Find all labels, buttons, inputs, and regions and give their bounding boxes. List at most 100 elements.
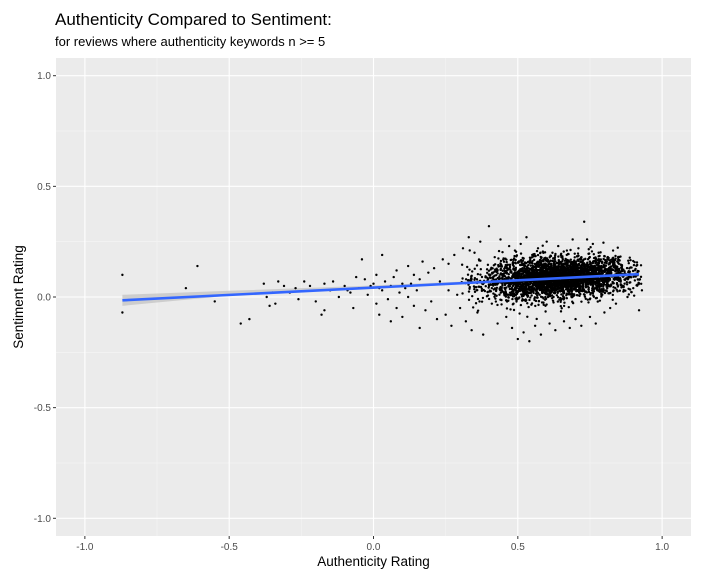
data-point <box>528 270 531 273</box>
data-point <box>268 304 271 308</box>
data-point <box>519 252 523 255</box>
data-point <box>606 276 609 280</box>
data-point <box>626 295 629 299</box>
data-point <box>615 266 619 269</box>
data-point <box>577 247 580 250</box>
data-point <box>551 251 554 254</box>
data-point <box>619 283 622 286</box>
data-point <box>552 295 555 299</box>
data-point <box>512 267 515 270</box>
data-point <box>573 288 576 291</box>
data-point <box>555 262 559 265</box>
data-point <box>612 282 615 285</box>
data-point <box>591 287 595 291</box>
data-point <box>568 264 571 268</box>
data-point <box>493 295 496 299</box>
data-point <box>509 277 512 280</box>
data-point <box>469 279 472 282</box>
data-point <box>473 251 476 254</box>
data-point <box>507 293 510 296</box>
data-point <box>375 302 378 305</box>
data-point <box>522 331 525 334</box>
data-point <box>616 246 619 249</box>
data-point <box>525 274 528 277</box>
data-point <box>565 249 569 252</box>
data-point <box>595 296 599 300</box>
data-point <box>576 270 580 274</box>
data-point <box>562 296 566 299</box>
data-point <box>590 281 593 284</box>
data-point <box>514 274 517 277</box>
data-point <box>545 259 548 262</box>
data-point <box>557 287 560 290</box>
data-point <box>534 304 537 308</box>
data-point <box>556 284 560 287</box>
data-point <box>586 282 590 286</box>
data-point <box>582 265 585 268</box>
data-point <box>613 261 616 264</box>
data-point <box>577 263 581 267</box>
data-point <box>592 294 595 297</box>
data-point <box>539 281 543 285</box>
data-point <box>490 302 494 305</box>
data-point <box>569 286 572 289</box>
data-point <box>568 289 572 292</box>
data-point <box>627 262 630 265</box>
data-point <box>630 290 633 294</box>
data-point <box>508 287 512 291</box>
data-point <box>618 289 621 292</box>
data-point <box>591 292 595 295</box>
data-point <box>473 290 477 294</box>
data-point <box>485 268 489 271</box>
data-point <box>487 269 491 273</box>
data-point <box>489 283 493 287</box>
data-point <box>552 260 556 263</box>
data-point <box>500 298 503 302</box>
data-point <box>515 290 518 293</box>
data-point <box>615 281 619 285</box>
data-point <box>517 297 520 300</box>
data-point <box>375 273 378 277</box>
data-point <box>564 267 568 270</box>
data-point <box>611 257 614 260</box>
data-point <box>536 274 540 278</box>
data-point <box>507 244 511 248</box>
data-point <box>602 277 606 280</box>
data-point <box>557 255 560 258</box>
data-point <box>475 278 479 281</box>
data-point <box>562 269 566 272</box>
data-point <box>618 259 621 262</box>
data-point <box>545 286 548 290</box>
data-point <box>542 251 545 255</box>
data-point <box>616 285 620 288</box>
data-point <box>627 287 630 290</box>
data-point <box>499 262 502 265</box>
data-point <box>565 269 569 272</box>
data-point <box>496 272 499 275</box>
data-point <box>549 283 552 287</box>
data-point <box>536 268 540 272</box>
data-point <box>383 280 387 283</box>
data-point <box>427 271 430 274</box>
data-point <box>581 261 584 264</box>
data-point <box>559 296 562 300</box>
data-point <box>479 240 482 243</box>
data-point <box>565 253 568 257</box>
data-point <box>510 271 513 274</box>
y-tick-label: -1.0 <box>34 514 52 525</box>
data-point <box>616 290 619 293</box>
data-point <box>525 236 528 239</box>
data-point <box>622 288 625 292</box>
data-point <box>514 250 518 253</box>
data-point <box>511 261 515 264</box>
data-point <box>505 315 508 319</box>
data-point <box>605 283 608 287</box>
data-point <box>608 261 611 265</box>
data-point <box>560 307 563 310</box>
data-point <box>581 289 584 293</box>
data-point <box>262 282 266 285</box>
data-point <box>514 267 517 270</box>
data-point <box>522 294 525 298</box>
data-point <box>521 287 525 291</box>
data-point <box>625 266 629 270</box>
